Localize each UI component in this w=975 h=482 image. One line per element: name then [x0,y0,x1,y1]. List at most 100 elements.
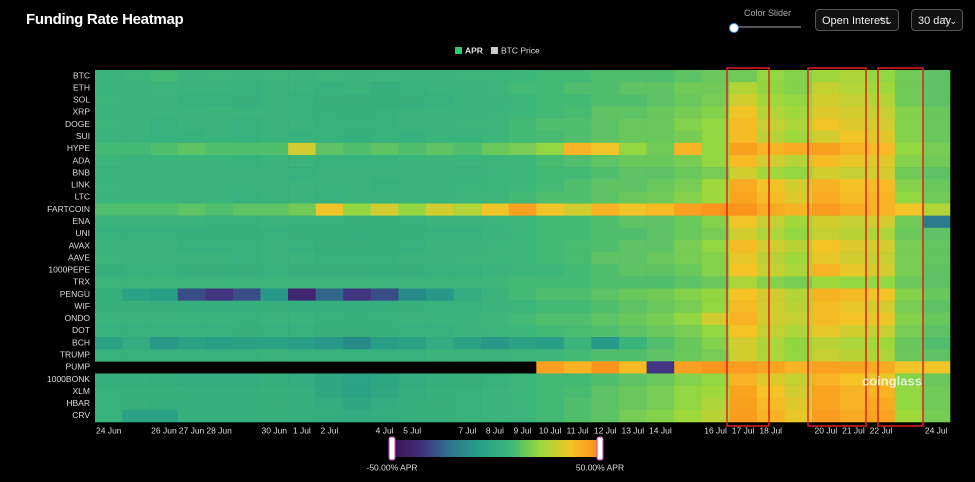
heatmap-cell [288,82,316,95]
heatmap-cell [894,409,923,423]
heatmap-cell [536,312,565,326]
heatmap-cell [453,397,482,411]
heatmap-cell [508,70,537,83]
heatmap-cell [812,337,840,350]
heatmap-cell [867,324,896,338]
heatmap-cell [591,264,620,277]
heatmap-cell [205,312,234,326]
heatmap-cell [922,94,951,107]
heatmap-cell [536,409,565,423]
heatmap-cell [260,373,289,386]
heatmap-cell [95,167,123,180]
heatmap-cell [288,264,316,277]
heatmap-cell [398,167,427,180]
range-select[interactable]: 30 day ⌃⌄ [911,9,963,31]
row-label: SOL [73,95,90,105]
heatmap-cell [619,118,647,131]
metric-select[interactable]: Open Interest ⌃⌄ [815,9,899,31]
heatmap-cell [729,300,758,314]
heatmap-cell [812,300,840,314]
heatmap-cell [812,203,840,216]
heatmap-cell [232,337,261,350]
heatmap-cell [701,82,730,95]
slider-track[interactable] [733,26,801,28]
heatmap-cell [122,349,151,362]
heatmap-cell [453,191,482,204]
heatmap-cell [453,385,482,399]
heatmap-cell [150,276,179,289]
heatmap-cell [867,264,896,277]
heatmap-cell [922,337,951,350]
heatmap-cell [425,154,454,168]
heatmap-cell [343,252,372,265]
heatmap-cell [646,82,675,95]
heatmap-cell [894,337,923,350]
heatmap-cell [536,300,565,314]
heatmap-cell [260,409,289,423]
heatmap-cell [122,70,151,83]
x-tick-label: 22 Jul [870,425,893,435]
heatmap-cell [591,130,620,144]
heatmap-cell [591,397,620,411]
heatmap-cell [701,118,730,131]
heatmap-cell [894,167,923,180]
heatmap-cell [729,179,758,192]
heatmap-cell [453,70,482,83]
heatmap-cell [288,154,316,168]
heatmap-cell [122,154,151,168]
heatmap-cell [398,179,427,192]
heatmap-cell [453,118,482,131]
heatmap-cell [729,349,758,362]
heatmap-cell [839,203,868,216]
heatmap-cell [315,70,344,83]
heatmap-cell [288,337,316,350]
heatmap-cell [122,191,151,204]
row-label: 1000PEPE [48,265,90,275]
heatmap-cell [812,239,840,253]
heatmap-cell [536,215,565,229]
heatmap-cell [150,300,179,314]
heatmap-cell [563,276,592,289]
heatmap-cell [177,191,206,204]
heatmap-cell [398,373,427,386]
heatmap-cell [756,373,785,386]
heatmap-cell [619,106,647,119]
heatmap-cell [508,349,537,362]
heatmap-cell [894,397,923,411]
heatmap-cell [646,191,675,204]
heatmap-cell [867,385,896,399]
heatmap-cell [563,203,592,216]
heatmap-cell [701,154,730,168]
slider-handle[interactable] [729,23,739,33]
heatmap-cell [619,373,647,386]
heatmap-cell [839,130,868,144]
heatmap-cell [288,70,316,83]
heatmap-cell [701,337,730,350]
heatmap-cell [232,252,261,265]
heatmap-cell [425,82,454,95]
heatmap-cell [646,276,675,289]
heatmap-cell [370,203,399,216]
page-title: Funding Rate Heatmap [26,11,184,28]
heatmap-cell [784,70,813,83]
heatmap-cell [425,142,454,156]
heatmap-cell [701,397,730,411]
heatmap-cell [563,130,592,144]
heatmap-cell [839,227,868,241]
heatmap-cell [784,337,813,350]
heatmap-cell [205,167,234,180]
heatmap-cell [205,324,234,338]
heatmap-cell [508,106,537,119]
heatmap-cell [260,312,289,326]
heatmap-cell [315,118,344,131]
heatmap-cell [867,179,896,192]
heatmap-cell [205,94,234,107]
heatmap-cell [315,167,344,180]
heatmap-cell [839,142,868,156]
heatmap-cell [425,179,454,192]
heatmap-cell [343,106,372,119]
heatmap-cell [288,227,316,241]
heatmap-cell [839,264,868,277]
heatmap-cell [646,288,675,301]
heatmap-cell [646,361,675,374]
